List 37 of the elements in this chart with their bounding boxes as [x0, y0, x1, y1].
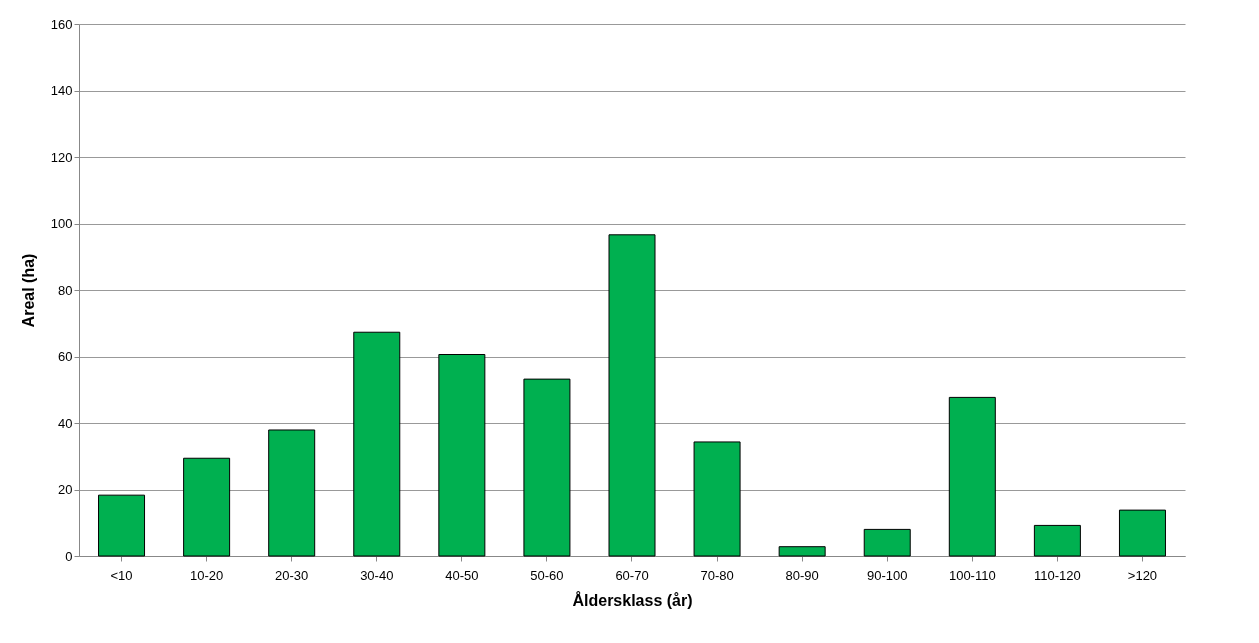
y-tick-label: 160 — [50, 16, 73, 32]
bar — [438, 354, 486, 557]
bar — [1033, 524, 1081, 557]
bar — [98, 494, 146, 557]
bar — [693, 441, 741, 557]
y-tick-label: 100 — [50, 216, 73, 231]
bar — [353, 331, 401, 557]
bar — [183, 457, 231, 557]
y-tick-label: 80 — [58, 282, 73, 298]
bar — [268, 429, 316, 557]
x-tick-label: 110-120 — [1034, 567, 1081, 583]
bar — [863, 528, 911, 557]
y-tick-label: 20 — [58, 482, 73, 497]
y-tick-label: 0 — [65, 548, 73, 564]
x-tick-label: 40-50 — [445, 567, 479, 583]
x-tick-label: 70-80 — [700, 567, 734, 583]
bar — [608, 234, 656, 557]
x-tick-label: 60-70 — [615, 567, 649, 583]
x-tick-label: 80-90 — [785, 567, 819, 583]
x-tick-label: 50-60 — [530, 567, 564, 583]
y-tick-label: 60 — [58, 349, 73, 364]
bar — [948, 396, 996, 557]
y-tick-label: 120 — [50, 149, 73, 165]
x-axis-title: Åldersklass (år) — [572, 590, 693, 609]
x-tick-label: <10 — [110, 567, 133, 583]
x-tick-label: 100-110 — [948, 567, 996, 583]
bar — [523, 378, 571, 557]
x-tick-label: 10-20 — [189, 567, 224, 583]
x-tick-label: 20-30 — [275, 567, 309, 583]
x-tick-label: 90-100 — [866, 567, 908, 583]
y-axis-title: Areal (ha) — [19, 253, 37, 328]
y-tick-label: 40 — [58, 415, 73, 431]
x-tick-label: 30-40 — [360, 567, 394, 583]
x-tick-label: >120 — [1127, 567, 1158, 583]
bar — [778, 546, 826, 557]
bar — [1118, 509, 1166, 557]
y-tick-label: 140 — [50, 83, 73, 98]
